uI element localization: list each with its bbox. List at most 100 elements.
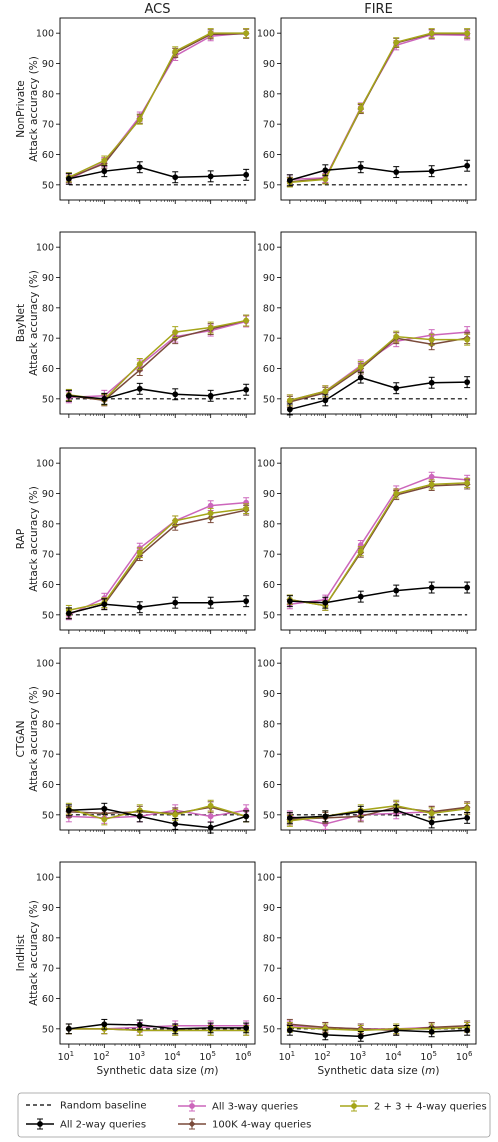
data-point	[322, 167, 329, 174]
y-tick-label: 60	[263, 780, 275, 791]
data-point	[428, 1028, 435, 1035]
data-point	[322, 599, 329, 606]
series-line	[289, 1026, 468, 1032]
x-tick-label: 104	[164, 1050, 181, 1063]
row-label-ylabel: Attack accuracy (%)	[28, 686, 40, 792]
y-tick-label: 70	[263, 750, 275, 761]
data-point	[286, 1027, 293, 1034]
series-two34	[286, 799, 471, 827]
data-point	[207, 1025, 214, 1031]
series-all2	[286, 1024, 471, 1042]
data-point	[207, 813, 214, 820]
series-line	[68, 600, 247, 615]
data-point	[136, 604, 143, 611]
data-point	[207, 802, 214, 809]
data-point	[464, 30, 471, 37]
data-point	[243, 386, 250, 393]
series-line	[68, 32, 247, 178]
data-point	[207, 510, 214, 517]
data-point	[357, 593, 364, 600]
y-tick-label: 60	[42, 780, 54, 791]
y-tick-label: 50	[42, 810, 54, 821]
series-line	[289, 337, 468, 403]
plot-frame	[59, 647, 256, 831]
column-title-acs: ACS	[145, 2, 171, 17]
data-point	[464, 329, 471, 335]
row-label: CTGANAttack accuracy (%)	[15, 686, 40, 792]
legend-marker	[37, 1121, 43, 1127]
data-point	[172, 174, 179, 181]
data-point	[428, 30, 435, 37]
legend-item-baseline: Random baseline	[26, 1101, 146, 1112]
panel-indhist-fire: 50 60 70 80 90 100 101 102 103 104 105 106 Synthetic…	[257, 861, 477, 1077]
data-point	[357, 164, 364, 171]
row-label-method: BayNet	[15, 304, 27, 342]
data-point	[101, 805, 108, 812]
y-tick-label: 50	[263, 1024, 275, 1035]
data-point	[393, 807, 400, 814]
data-point	[243, 30, 250, 37]
series-line	[68, 319, 247, 401]
data-point	[243, 598, 250, 605]
panel-rap-fire: 50 60 70 80 90 100	[257, 447, 477, 634]
y-tick-label: 90	[263, 273, 275, 284]
data-point	[464, 479, 471, 486]
series-k100_4	[65, 28, 250, 183]
data-point	[357, 548, 364, 555]
data-point	[322, 821, 329, 827]
series-two34	[286, 477, 471, 611]
data-point	[393, 385, 400, 392]
series-line	[68, 501, 247, 616]
x-axis-label: Synthetic data size (m)	[317, 1065, 439, 1077]
y-tick-label: 80	[263, 933, 275, 944]
data-point	[136, 116, 143, 123]
data-point	[286, 397, 293, 404]
y-tick-label: 100	[36, 459, 54, 470]
series-all2	[286, 581, 471, 609]
data-point	[428, 584, 435, 591]
data-point	[171, 334, 179, 342]
data-point	[286, 406, 293, 413]
row-label: NonPrivateAttack accuracy (%)	[15, 56, 40, 162]
series-line	[289, 376, 468, 411]
data-point	[65, 1025, 72, 1032]
data-point	[393, 39, 400, 46]
series-all3	[286, 29, 471, 185]
y-tick-label: 60	[263, 580, 275, 591]
y-tick-label: 90	[42, 59, 54, 70]
series-line	[68, 1023, 247, 1030]
data-point	[322, 176, 329, 183]
y-tick-label: 100	[36, 243, 54, 254]
series-line	[289, 586, 468, 604]
series-line	[289, 482, 468, 607]
data-point	[101, 168, 108, 175]
y-tick-label: 80	[42, 519, 54, 530]
plot-frame	[280, 647, 477, 831]
series-two34	[65, 503, 250, 616]
panel-baynet-fire: 50 60 70 80 90 100	[257, 231, 477, 418]
data-point	[65, 610, 72, 617]
data-point	[243, 505, 250, 512]
y-tick-label: 70	[42, 334, 54, 345]
y-tick-label: 70	[263, 334, 275, 345]
series-line	[289, 33, 468, 183]
data-point	[172, 811, 179, 818]
series-line	[68, 509, 247, 615]
data-point	[322, 1032, 329, 1038]
y-tick-label: 60	[42, 994, 54, 1005]
data-point	[357, 374, 364, 381]
series-k100_4	[65, 504, 250, 619]
data-point	[101, 601, 108, 608]
data-point	[101, 395, 108, 402]
panel-ctgan-acs: 50 60 70 80 90 100 CTGANAttack accuracy (%)	[15, 647, 256, 834]
row-label: RAPAttack accuracy (%)	[15, 486, 40, 592]
data-point	[207, 173, 214, 180]
data-point	[357, 364, 364, 370]
data-point	[428, 168, 435, 175]
data-point	[207, 599, 214, 606]
series-all2	[65, 802, 250, 834]
series-all2	[286, 804, 471, 829]
y-tick-label: 90	[42, 489, 54, 500]
data-point	[172, 48, 179, 55]
data-point	[65, 807, 72, 814]
